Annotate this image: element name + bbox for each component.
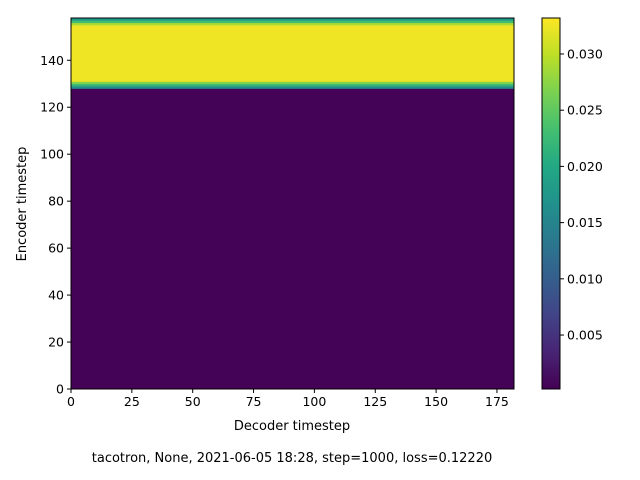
- heatmap-band: [71, 83, 514, 87]
- heatmap: [71, 18, 514, 390]
- x-axis-label: Decoder timestep: [234, 419, 350, 434]
- x-tick-label: 75: [246, 394, 262, 409]
- heatmap-band: [71, 88, 514, 390]
- heatmap-band: [71, 22, 514, 26]
- x-tick-label: 125: [363, 394, 387, 409]
- x-tick-label: 100: [302, 394, 326, 409]
- x-tick-label: 175: [485, 394, 509, 409]
- colorbar-axis: 0.005 0.010 0.015 0.020 0.025 0.030: [560, 46, 603, 343]
- heatmap-band: [71, 20, 514, 24]
- x-tick-label: 150: [424, 394, 448, 409]
- y-tick-label: 80: [48, 194, 64, 209]
- y-axis: 0 20 40 60 80 100 120 140: [40, 53, 71, 397]
- colorbar-tick-label: 0.005: [567, 328, 603, 343]
- y-tick-label: 60: [48, 241, 64, 256]
- x-tick-label: 25: [124, 394, 140, 409]
- y-tick-label: 120: [40, 100, 64, 115]
- y-tick-label: 0: [56, 382, 64, 397]
- heatmap-band: [71, 81, 514, 85]
- y-axis-label: Encoder timestep: [15, 147, 30, 262]
- y-tick-label: 100: [40, 147, 64, 162]
- plot-frame: [70, 17, 515, 390]
- x-tick-label: 50: [185, 394, 201, 409]
- figure-caption: tacotron, None, 2021-06-05 18:28, step=1…: [92, 451, 493, 466]
- y-tick-label: 40: [48, 288, 64, 303]
- colorbar-tick-label: 0.015: [567, 215, 603, 230]
- x-axis: 0 25 50 75 100 125 150 175: [67, 389, 509, 409]
- heatmap-band: [71, 25, 514, 82]
- heatmap-band: [71, 18, 514, 21]
- colorbar-tick-label: 0.010: [567, 271, 603, 286]
- x-tick-label: 0: [67, 394, 75, 409]
- colorbar-tick-label: 0.030: [567, 46, 603, 61]
- colorbar-tick-label: 0.020: [567, 159, 603, 174]
- y-tick-label: 140: [40, 53, 64, 68]
- colorbar-tick-label: 0.025: [567, 103, 603, 118]
- colorbar: [541, 17, 561, 390]
- heatmap-band: [71, 86, 514, 89]
- y-tick-label: 20: [48, 335, 64, 350]
